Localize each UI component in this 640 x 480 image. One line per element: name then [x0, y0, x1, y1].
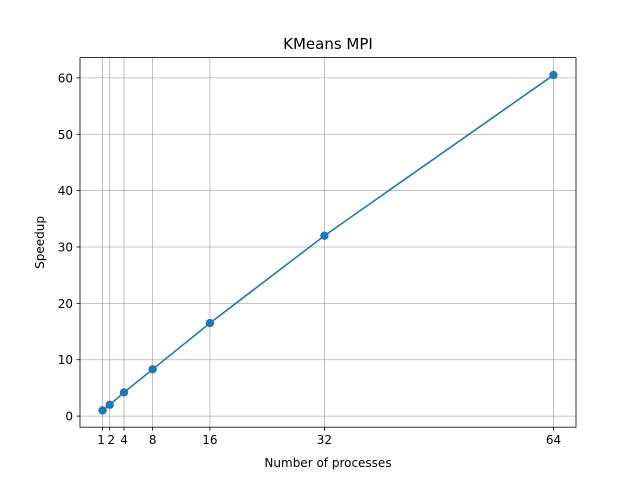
y-tick-label: 30 — [58, 240, 73, 254]
y-tick-label: 50 — [58, 128, 73, 142]
data-point — [148, 365, 157, 374]
x-tick-label: 16 — [202, 433, 217, 447]
x-tick-label: 1 — [97, 433, 105, 447]
y-tick-label: 60 — [58, 71, 73, 85]
plot-frame — [79, 57, 577, 428]
series-layer — [98, 70, 558, 415]
x-axis-label: Number of processes — [264, 456, 391, 470]
y-tick-label: 20 — [58, 297, 73, 311]
chart-title: KMeans MPI — [283, 35, 373, 53]
data-point — [119, 388, 129, 397]
data-point — [105, 400, 114, 410]
data-point — [205, 318, 215, 328]
y-tick-label: 10 — [58, 353, 73, 367]
tick-layer: 1 2 4 8 16 32 64 0 10 20 30 40 50 60 — [58, 71, 561, 447]
x-tick-label: 32 — [317, 433, 332, 447]
data-point — [549, 70, 558, 80]
y-tick-label: 0 — [65, 410, 73, 424]
y-axis-label: Speedup — [33, 216, 47, 269]
x-tick-label: 2 — [107, 433, 115, 447]
x-tick-label: 64 — [546, 433, 561, 447]
y-tick-label: 40 — [58, 184, 73, 198]
data-point — [98, 406, 107, 415]
x-tick-label: 4 — [120, 433, 128, 447]
data-point — [320, 231, 329, 240]
grid-layer — [80, 57, 576, 428]
x-tick-label: 8 — [149, 433, 157, 447]
